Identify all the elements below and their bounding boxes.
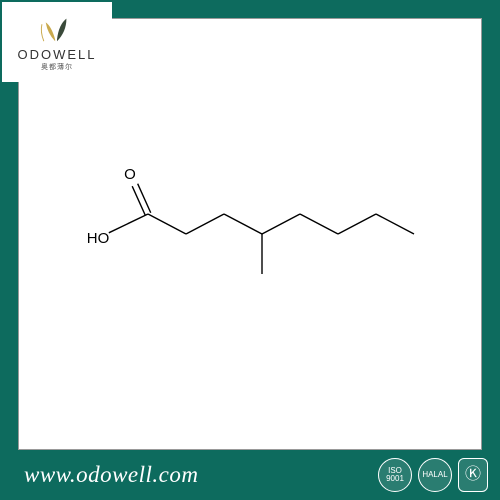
leaf-swirl <box>41 24 44 41</box>
badge-halal: HALAL <box>418 458 452 492</box>
product-card: O HO ODOWELL 奥都薄尔 www.odowell.com ISO 900… <box>0 0 500 500</box>
brand-logo: ODOWELL 奥都薄尔 <box>2 2 112 82</box>
leaf-left <box>46 22 55 41</box>
badge-iso-l2: 9001 <box>386 475 404 483</box>
badge-iso: ISO 9001 <box>378 458 412 492</box>
badge-kosher-l1: Ⓚ <box>465 467 481 483</box>
leaf-right <box>57 18 66 41</box>
svg-text:HO: HO <box>87 230 110 247</box>
badge-kosher: Ⓚ <box>458 458 488 492</box>
cert-badges: ISO 9001 HALAL Ⓚ <box>378 458 488 492</box>
frame-right <box>482 0 500 500</box>
svg-text:O: O <box>124 166 136 183</box>
content-panel: O HO <box>18 18 482 450</box>
footer-bar: www.odowell.com ISO 9001 HALAL Ⓚ <box>0 450 500 500</box>
website-url: www.odowell.com <box>24 462 378 488</box>
badge-halal-l1: HALAL <box>422 471 447 479</box>
molecule-structure: O HO <box>40 146 460 306</box>
brand-name: ODOWELL <box>17 47 96 62</box>
leaf-icon <box>38 13 76 45</box>
brand-subtext: 奥都薄尔 <box>41 62 73 72</box>
